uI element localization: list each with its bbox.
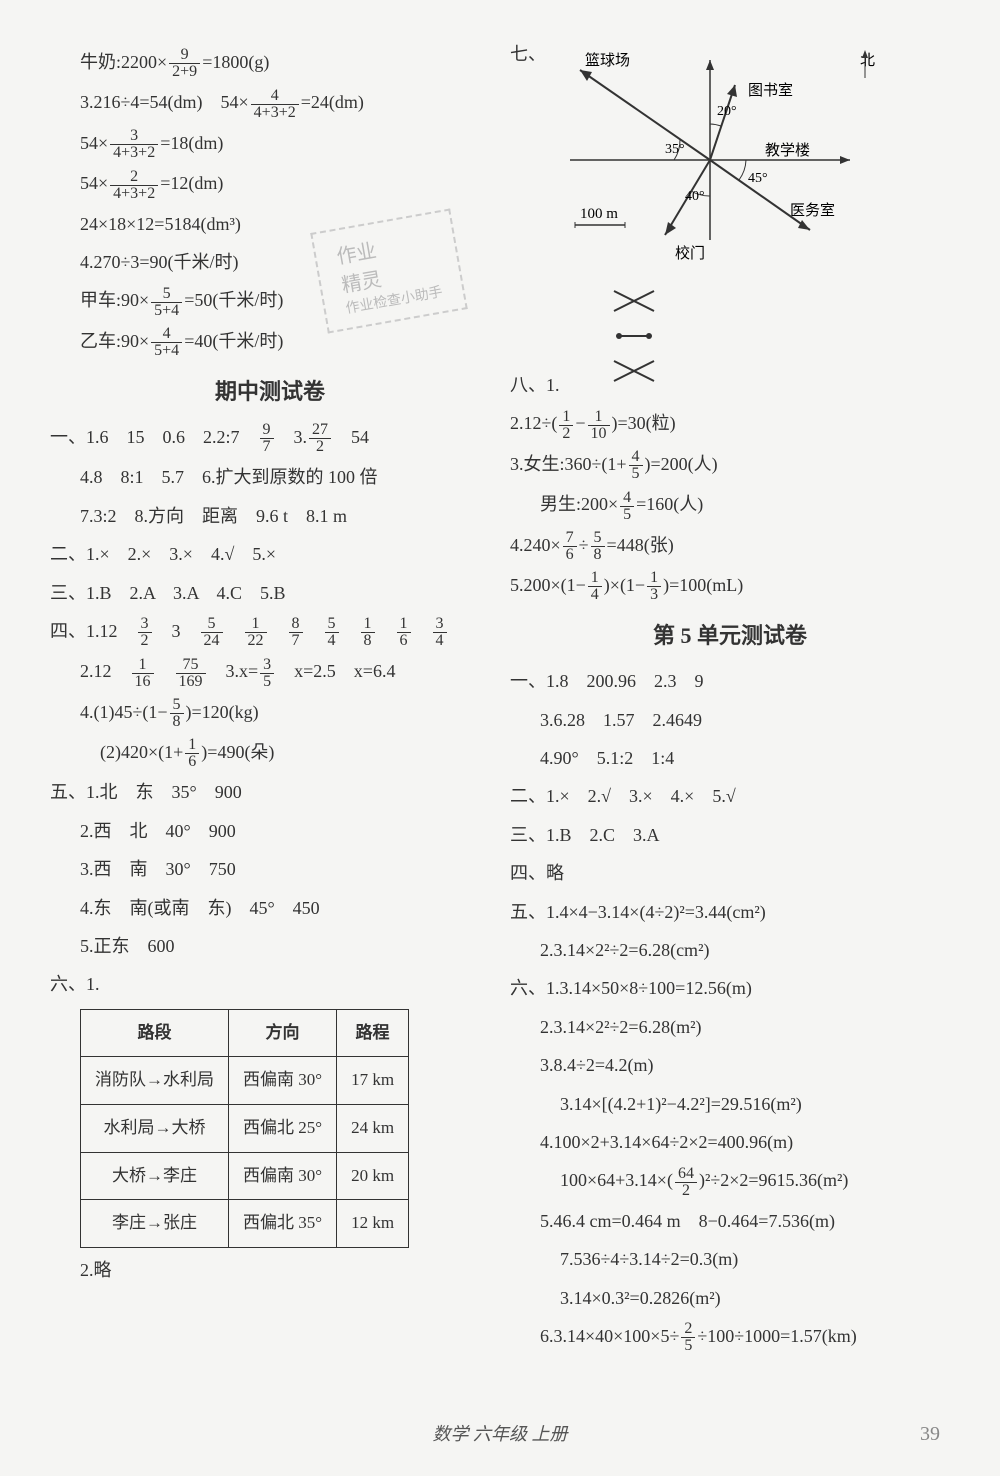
text-line: 3.6.28 1.57 2.4649 [540,704,950,736]
text-line: 2.3.14×2²÷2=6.28(m²) [540,1011,950,1043]
svg-text:35°: 35° [665,142,685,157]
text-line: 4.8 8:1 5.7 6.扩大到原数的 100 倍 [80,461,490,493]
text-line: (2)420×(1+16)=490(朵) [100,736,490,770]
text-line: 五、1.北 东 35° 900 [50,776,490,808]
text-line: 2.12÷(12−110)=30(粒) [510,407,950,441]
text-line: 乙车:90×45+4=40(千米/时) [80,325,490,359]
svg-text:北: 北 [860,52,875,69]
section-heading: 期中测试卷 [50,374,490,406]
svg-text:100 m: 100 m [580,206,618,222]
text-line: 3.216÷4=54(dm) 54×44+3+2=24(dm) [80,86,490,120]
text-line: 男生:200×45=160(人) [540,488,950,522]
svg-text:篮球场: 篮球场 [585,51,630,69]
text-line: 一、1.6 15 0.6 2.2:7 97 3.272 54 [50,421,490,455]
table-header: 路程 [337,1009,409,1057]
text-line: 4.东 南(或南 东) 45° 450 [80,892,490,924]
text-line: 5.200×(1−14)×(1−13)=100(mL) [510,569,950,603]
text-line: 3.14×[(4.2+1)²−4.2²]=29.516(m²) [560,1088,950,1120]
left-column: 牛奶:2200×92+9=1800(g) 3.216÷4=54(dm) 54×4… [50,40,490,1360]
text-line: 4.240×76÷58=448(张) [510,529,950,563]
section-heading: 第 5 单元测试卷 [510,618,950,650]
text-line: 四、略 [510,857,950,889]
text-line: 2.西 北 40° 900 [80,815,490,847]
text-line: 3.女生:360÷(1+45)=200(人) [510,448,950,482]
text-line: 5.正东 600 [80,930,490,962]
text-line: 7.3:2 8.方向 距离 9.6 t 8.1 m [80,500,490,532]
section-eight: 八、1. [510,281,950,401]
section-six: 六、1. 路段方向路程 消防队→水利局西偏南 30°17 km水利局→大桥西偏北… [50,968,490,1247]
text-line: 4.(1)45÷(1−58)=120(kg) [80,696,490,730]
text-line: 100×64+3.14×(642)²÷2×2=9615.36(m²) [560,1164,950,1198]
page-footer: 数学 六年级 上册 [50,1420,950,1446]
text-line: 六、1.3.14×50×8÷100=12.56(m) [510,972,950,1004]
text-line: 三、1.B 2.A 3.A 4.C 5.B [50,577,490,609]
text-line: 牛奶:2200×92+9=1800(g) [80,46,490,80]
text-line: 3.8.4÷2=4.2(m) [540,1049,950,1081]
compass-diagram: 篮球场 北 图书室 教学楼 医务室 校门 100 m 20° 35° 45° 4… [510,40,890,270]
svg-text:医务室: 医务室 [790,202,835,219]
route-table: 路段方向路程 消防队→水利局西偏南 30°17 km水利局→大桥西偏北 25°2… [80,1009,409,1248]
table-row: 李庄→张庄西偏北 35°12 km [81,1200,409,1248]
table-row: 水利局→大桥西偏北 25°24 km [81,1105,409,1153]
right-column: 七、 篮球场 北 [510,40,950,1360]
table-row: 消防队→水利局西偏南 30°17 km [81,1057,409,1105]
text-line: 二、1.× 2.× 3.× 4.√ 5.× [50,538,490,570]
text-line: 54×24+3+2=12(dm) [80,167,490,201]
table-row: 大桥→李庄西偏南 30°20 km [81,1152,409,1200]
svg-text:45°: 45° [748,171,768,186]
text-line: 4.90° 5.1:2 1:4 [540,742,950,774]
text-line: 54×34+3+2=18(dm) [80,127,490,161]
text-line: 5.46.4 cm=0.464 m 8−0.464=7.536(m) [540,1205,950,1237]
text-line: 4.100×2+3.14×64÷2×2=400.96(m) [540,1126,950,1158]
text-line: 一、1.8 200.96 2.3 9 [510,665,950,697]
cross-marks [604,281,664,391]
table-header: 路段 [81,1009,229,1057]
text-line: 2.3.14×2²÷2=6.28(cm²) [540,934,950,966]
text-line: 7.536÷4÷3.14÷2=0.3(m) [560,1243,950,1275]
svg-text:40°: 40° [685,189,705,204]
text-line: 二、1.× 2.√ 3.× 4.× 5.√ [510,780,950,812]
svg-text:20°: 20° [717,104,737,119]
text-line: 四、1.12 32 3 524 122 87 54 18 16 34 [50,615,490,649]
text-line: 6.3.14×40×100×5÷25÷100÷1000=1.57(km) [540,1320,950,1354]
text-line: 2.略 [80,1254,490,1286]
page-number: 39 [920,1423,940,1446]
text-line: 三、1.B 2.C 3.A [510,819,950,851]
svg-text:图书室: 图书室 [748,82,793,99]
text-line: 五、1.4×4−3.14×(4÷2)²=3.44(cm²) [510,896,950,928]
table-header: 方向 [229,1009,337,1057]
text-line: 2.12 116 75169 3.x=35 x=2.5 x=6.4 [80,655,490,689]
svg-text:教学楼: 教学楼 [765,142,810,159]
svg-text:校门: 校门 [675,245,705,262]
text-line: 3.西 南 30° 750 [80,853,490,885]
text-line: 3.14×0.3²=0.2826(m²) [560,1282,950,1314]
section-seven: 七、 篮球场 北 [510,40,950,275]
